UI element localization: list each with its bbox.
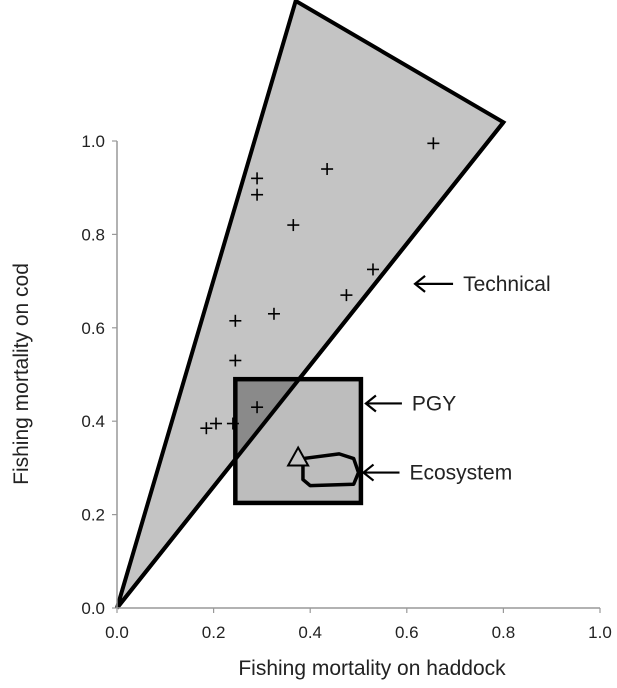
y-tick-label: 0.0 xyxy=(81,599,105,618)
points-layer xyxy=(200,137,440,435)
technical-edge xyxy=(115,121,505,610)
data-point xyxy=(340,289,353,302)
x-tick-label: 0.0 xyxy=(105,623,129,642)
data-point xyxy=(267,307,280,320)
technical-region xyxy=(115,0,507,610)
technical-annotation: Technical xyxy=(413,273,551,296)
ecosystem-annotation-label: Ecosystem xyxy=(410,462,513,485)
y-tick-label: 0.2 xyxy=(81,506,105,525)
y-tick-label: 1.0 xyxy=(81,132,105,151)
data-point xyxy=(251,172,264,185)
data-point xyxy=(366,263,379,276)
ecosystem-annotation-arrow-head xyxy=(361,463,375,482)
x-tick-label: 0.2 xyxy=(202,623,226,642)
data-point xyxy=(229,354,242,367)
ecosystem-triangle-marker xyxy=(286,445,310,467)
data-point xyxy=(427,137,440,150)
annotations-layer: Technical PGY Ecosystem xyxy=(361,273,551,485)
data-point xyxy=(287,219,300,232)
x-tick-label: 0.6 xyxy=(395,623,419,642)
pgy-region-outline xyxy=(233,376,364,506)
data-point xyxy=(321,163,334,176)
ecosystem-annotation: Ecosystem xyxy=(361,462,513,485)
data-point xyxy=(229,314,242,327)
data-point xyxy=(226,417,239,430)
data-point xyxy=(210,417,223,430)
pgy-annotation-arrow-head xyxy=(364,394,377,413)
y-axis-label: Fishing mortality on cod xyxy=(10,263,33,485)
x-axis-label: Fishing mortality on haddock xyxy=(238,657,506,680)
y-tick-label: 0.6 xyxy=(81,319,105,338)
data-point xyxy=(200,422,213,435)
x-tick-label: 1.0 xyxy=(588,623,612,642)
x-tick-label: 0.8 xyxy=(492,623,516,642)
y-tick-label: 0.8 xyxy=(81,225,105,244)
ticks-layer: 0.0 0.2 0.4 0.6 0.8 1.0 0.0 0.2 0.4 0.6 0.8 1.0 xyxy=(81,132,611,642)
axes-layer xyxy=(116,141,600,609)
pgy-annotation: PGY xyxy=(364,392,456,415)
data-point xyxy=(251,188,264,201)
technical-annotation-arrow-head xyxy=(413,275,426,293)
pgy-annotation-label: PGY xyxy=(412,392,456,415)
y-tick-label: 0.4 xyxy=(81,412,105,431)
data-point xyxy=(251,401,264,414)
technical-annotation-label: Technical xyxy=(463,273,551,296)
regions-layer xyxy=(115,0,507,610)
x-tick-label: 0.4 xyxy=(298,623,322,642)
ecosystem-region-outline xyxy=(301,452,361,488)
